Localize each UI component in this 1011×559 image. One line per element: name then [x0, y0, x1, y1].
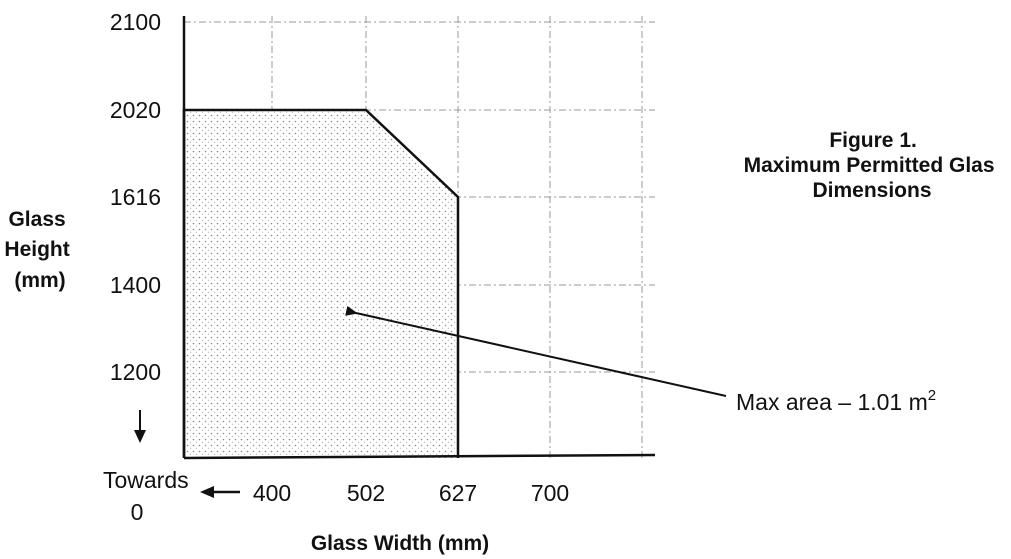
y-axis-title-line-2: Height	[4, 238, 69, 261]
x-tick-labels: 400 502 627 700	[253, 480, 569, 506]
y-tick-labels: 2100 2020 1616 1400 1200	[110, 9, 161, 385]
left-arrow-head-icon	[200, 486, 214, 498]
x-axis-title: Glass Width (mm)	[311, 532, 489, 555]
annotation-main: Max area – 1.01 m	[736, 389, 928, 415]
x-tick-label: 502	[347, 480, 385, 506]
figure-title-line-3: Dimensions	[812, 179, 931, 202]
annotation-superscript: 2	[928, 387, 936, 404]
x-towards-zero-label: Towards 0	[103, 467, 195, 525]
y-axis-title-line-1: Glass	[8, 208, 65, 231]
x-tick-label: 400	[253, 480, 291, 506]
down-arrow-head-icon	[134, 430, 146, 443]
max-area-fill	[184, 110, 458, 458]
towards-line-2: 0	[131, 499, 144, 525]
y-tick-label: 2100	[110, 9, 161, 35]
towards-line-1: Towards	[103, 467, 189, 493]
y-tick-label: 2020	[110, 97, 161, 123]
annotation-text: Max area – 1.01 m2	[736, 387, 936, 415]
y-tick-label: 1200	[110, 359, 161, 385]
x-tick-label: 700	[531, 480, 569, 506]
area-layer	[182, 108, 460, 458]
figure-title-line-1: Figure 1.	[829, 129, 917, 152]
y-axis-title-line-3: (mm)	[14, 269, 65, 292]
y-tick-label: 1400	[110, 272, 161, 298]
x-axis-line	[183, 453, 656, 460]
y-axis-title: Glass Height (mm)	[4, 208, 75, 292]
annotation-arrow	[345, 305, 727, 397]
figure-title-line-2: Maximum Permitted Glas	[744, 154, 995, 177]
y-tick-label: 1616	[110, 184, 161, 210]
figure-title: Figure 1. Maximum Permitted Glas Dimensi…	[744, 129, 1001, 202]
x-tick-label: 627	[439, 480, 477, 506]
